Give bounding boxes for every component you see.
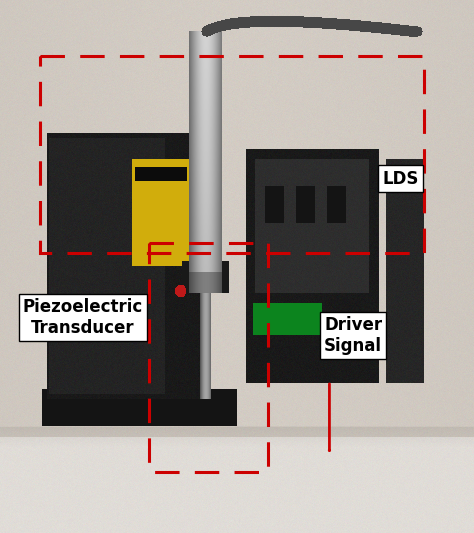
Text: Piezoelectric
Transducer: Piezoelectric Transducer	[23, 298, 143, 336]
Bar	[40, 56, 424, 253]
Text: Driver
Signal: Driver Signal	[324, 317, 382, 355]
Text: LDS: LDS	[383, 169, 419, 188]
Bar	[149, 243, 268, 472]
